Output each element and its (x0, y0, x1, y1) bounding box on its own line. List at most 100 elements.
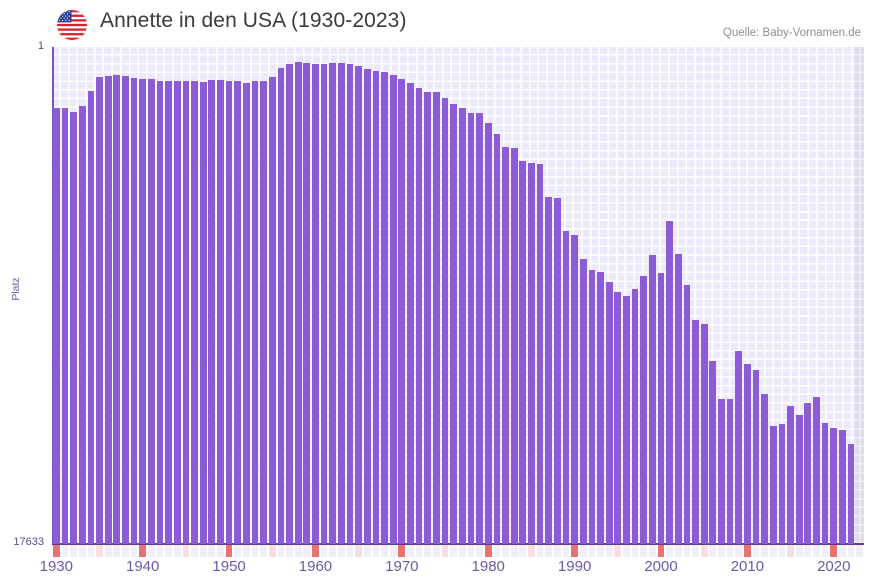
bar[interactable] (847, 444, 855, 544)
bar[interactable] (242, 82, 250, 544)
bar[interactable] (519, 160, 527, 544)
bar[interactable] (346, 64, 354, 544)
bar[interactable] (640, 276, 648, 544)
bar[interactable] (268, 76, 276, 544)
bar[interactable] (182, 80, 190, 544)
bar[interactable] (234, 80, 242, 544)
bar[interactable] (726, 399, 734, 544)
bar[interactable] (372, 71, 380, 544)
bar[interactable] (191, 80, 198, 544)
bar[interactable] (476, 113, 483, 544)
bar[interactable] (294, 62, 302, 544)
bar[interactable] (605, 281, 613, 544)
bar[interactable] (804, 402, 812, 544)
bar[interactable] (389, 74, 397, 544)
bar[interactable] (683, 285, 691, 544)
bar[interactable] (61, 108, 69, 544)
bar[interactable] (528, 163, 535, 544)
x-axis-minor-tick (96, 545, 103, 557)
bar[interactable] (52, 107, 60, 544)
bar[interactable] (484, 123, 492, 544)
bar[interactable] (674, 254, 682, 544)
bar[interactable] (87, 90, 95, 544)
bar[interactable] (657, 273, 665, 544)
bar[interactable] (752, 370, 760, 544)
bar[interactable] (173, 80, 181, 544)
bar[interactable] (78, 105, 86, 544)
x-axis-minor-tick (605, 545, 613, 557)
bar[interactable] (312, 64, 319, 544)
bar[interactable] (130, 77, 138, 544)
bar[interactable] (286, 64, 293, 544)
bar[interactable] (597, 271, 604, 544)
bar[interactable] (744, 364, 751, 544)
bar[interactable] (165, 80, 172, 544)
bar[interactable] (113, 75, 121, 544)
bar[interactable] (735, 351, 743, 544)
bar[interactable] (493, 133, 501, 544)
bar[interactable] (839, 430, 846, 544)
bar[interactable] (122, 76, 129, 544)
bar[interactable] (355, 66, 363, 544)
bar[interactable] (588, 269, 596, 544)
bar[interactable] (709, 361, 717, 544)
x-axis-minor-tick (519, 545, 527, 557)
bar[interactable] (778, 424, 786, 544)
bar[interactable] (536, 164, 544, 544)
bar[interactable] (666, 221, 673, 544)
bar[interactable] (208, 79, 216, 544)
bar[interactable] (139, 78, 147, 544)
bar[interactable] (277, 68, 285, 544)
bar[interactable] (320, 63, 328, 544)
bar[interactable] (795, 414, 803, 544)
bar[interactable] (338, 62, 345, 544)
bar[interactable] (571, 235, 578, 544)
bar[interactable] (433, 91, 440, 544)
bar[interactable] (303, 62, 311, 544)
bar[interactable] (381, 71, 388, 544)
bar[interactable] (251, 80, 259, 544)
bar[interactable] (441, 98, 449, 544)
bar[interactable] (648, 255, 656, 544)
bar[interactable] (761, 393, 769, 544)
x-axis-minor-tick (692, 545, 699, 557)
bar[interactable] (329, 63, 337, 544)
bar[interactable] (407, 83, 414, 544)
bar[interactable] (553, 197, 561, 544)
bar[interactable] (363, 69, 371, 544)
bar[interactable] (424, 91, 432, 544)
bar[interactable] (830, 428, 838, 544)
bar[interactable] (510, 147, 518, 544)
bar[interactable] (623, 295, 630, 544)
bar[interactable] (415, 88, 423, 544)
bar[interactable] (398, 78, 406, 544)
x-axis-minor-tick (804, 545, 812, 557)
bar[interactable] (562, 230, 570, 544)
bar[interactable] (700, 323, 708, 544)
bar[interactable] (450, 104, 458, 544)
bar[interactable] (821, 422, 829, 544)
bar[interactable] (70, 112, 77, 544)
bar[interactable] (199, 81, 207, 544)
bar[interactable] (225, 80, 233, 544)
bar[interactable] (545, 196, 553, 544)
x-axis-minor-tick (251, 545, 259, 557)
bar[interactable] (147, 79, 155, 544)
bar[interactable] (692, 320, 699, 544)
bar[interactable] (458, 108, 466, 544)
bar[interactable] (467, 112, 475, 544)
bar[interactable] (104, 75, 112, 544)
bar[interactable] (502, 147, 509, 544)
bar[interactable] (718, 398, 725, 544)
bar[interactable] (769, 426, 777, 544)
bar[interactable] (813, 397, 820, 544)
bar[interactable] (631, 289, 639, 544)
bar[interactable] (156, 80, 164, 544)
bar[interactable] (96, 76, 103, 544)
bar[interactable] (614, 292, 622, 544)
bar[interactable] (217, 80, 224, 544)
x-axis-major-tick (830, 545, 838, 557)
bar[interactable] (260, 81, 267, 544)
bar[interactable] (787, 406, 794, 544)
bar[interactable] (579, 258, 587, 544)
